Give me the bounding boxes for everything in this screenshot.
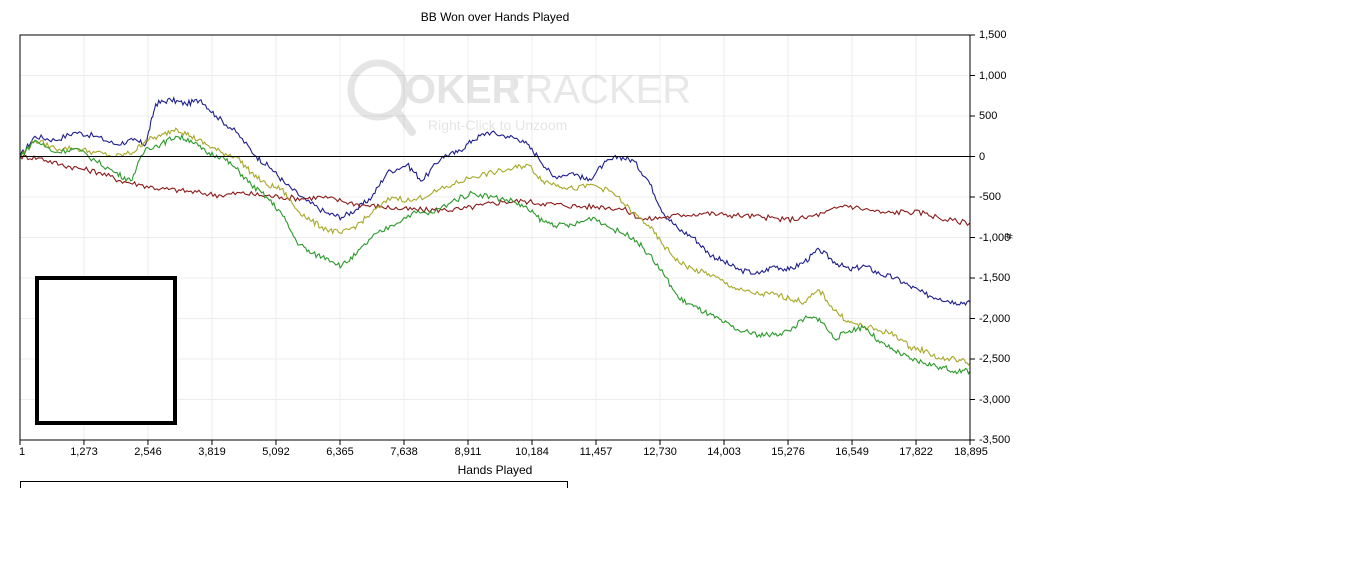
x-tick-label: 12,730	[643, 446, 677, 458]
chart-title: BB Won over Hands Played	[420, 10, 570, 24]
x-tick-label: 10,184	[515, 446, 549, 458]
y-tick-label: -3,000	[979, 393, 1011, 406]
y-axis-label: #	[1002, 233, 1014, 240]
y-tick-label: -3,500	[979, 434, 1011, 446]
watermark-brand-suffix: TRACKER	[500, 68, 691, 112]
x-tick-label: 18,895	[954, 446, 988, 458]
y-tick-label: 1,500	[979, 29, 1007, 41]
x-axis-label: Hands Played	[457, 463, 533, 477]
hands-panel-frame	[20, 481, 568, 488]
y-tick-label: -1,500	[979, 272, 1011, 284]
x-tick-label: 2,546	[134, 446, 162, 458]
y-tick-label: -500	[979, 191, 1002, 203]
x-tick-label: 7,638	[390, 446, 418, 458]
watermark-brand: OKER	[405, 68, 521, 112]
x-tick-label: 6,365	[326, 446, 354, 458]
y-tick-label: 500	[979, 110, 998, 122]
x-tick-label: 15,276	[771, 446, 805, 458]
x-tick-label: 3,819	[198, 446, 226, 458]
y-tick-label: -2,500	[979, 353, 1011, 365]
x-tick-label: 1	[18, 446, 26, 458]
magnifier-icon	[347, 59, 409, 121]
y-tick-label: 0	[979, 150, 986, 163]
series-line-1	[19, 96, 971, 307]
gridlines	[19, 34, 971, 441]
x-tick-label: 5,092	[262, 446, 290, 458]
series-line-2	[19, 154, 971, 227]
x-tick-label: 1,273	[70, 446, 98, 458]
x-tick-label: 8,911	[454, 446, 482, 458]
y-tick-label: 1,000	[979, 69, 1007, 82]
tick-marks	[19, 34, 975, 445]
series-line-3	[19, 127, 971, 366]
series-lines	[19, 96, 971, 376]
x-tick-label: 16,549	[835, 446, 869, 458]
magnifier-handle-icon	[392, 106, 416, 136]
legend-box[interactable]	[35, 276, 177, 425]
series-line-4	[19, 133, 971, 376]
x-tick-label: 11,457	[579, 446, 613, 458]
x-tick-label: 14,003	[707, 446, 741, 458]
y-tick-label: -1,000	[979, 231, 1011, 244]
y-tick-label: -2,000	[979, 312, 1011, 325]
x-tick-label: 17,822	[899, 446, 933, 458]
pokertracker-watermark: OKER TRACKER Right-Click to Unzoom	[347, 59, 691, 136]
unzoom-hint: Right-Click to Unzoom	[428, 117, 567, 133]
